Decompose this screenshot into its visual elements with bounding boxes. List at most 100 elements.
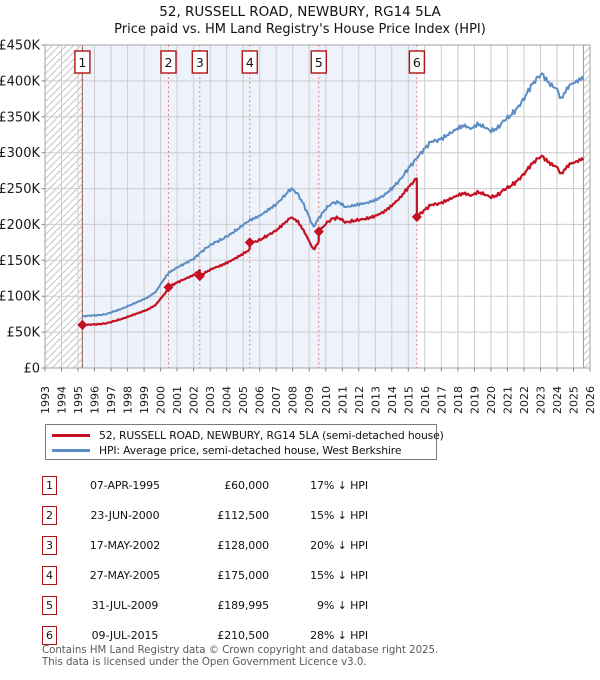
transaction-date: 31-JUL-2009 [91, 598, 159, 612]
page-subtitle: Price paid vs. HM Land Registry's House … [114, 22, 486, 37]
svg-text:2017: 2017 [435, 386, 448, 414]
page-title: 52, RUSSELL ROAD, NEWBURY, RG14 5LA [159, 4, 441, 20]
svg-text:2007: 2007 [270, 386, 283, 414]
svg-text:£200K: £200K [0, 218, 40, 233]
transaction-number-badge: 6 [42, 625, 57, 645]
transaction-price: £189,995 [217, 598, 269, 612]
svg-text:2006: 2006 [254, 386, 267, 414]
license-line-1: Contains HM Land Registry data © Crown c… [42, 645, 439, 656]
svg-text:£50K: £50K [7, 326, 41, 341]
svg-text:5: 5 [315, 55, 323, 70]
transaction-date: 27-MAY-2005 [89, 568, 161, 582]
svg-text:3: 3 [196, 55, 204, 70]
svg-text:2016: 2016 [419, 386, 432, 414]
table-row: 1 07-APR-1995 £60,000 17% ↓ HPI [42, 476, 582, 497]
transaction-number-badge: 5 [42, 595, 57, 615]
svg-text:2020: 2020 [485, 386, 498, 414]
svg-text:1997: 1997 [105, 386, 118, 414]
transaction-price: £60,000 [224, 479, 269, 492]
legend-line-swatch [52, 434, 90, 437]
transaction-price: £175,000 [217, 568, 269, 582]
license-footer: Contains HM Land Registry data © Crown c… [42, 645, 438, 668]
table-row: 2 23-JUN-2000 £112,500 15% ↓ HPI [42, 505, 582, 527]
transaction-date: 07-APR-1995 [90, 479, 160, 492]
transaction-hpi-diff: 15% ↓ HPI [310, 568, 368, 582]
transaction-hpi-diff: 9% ↓ HPI [316, 598, 368, 612]
transaction-number-badge: 3 [42, 535, 57, 555]
hpi-line [82, 72, 585, 318]
transaction-hpi-diff: 17% ↓ HPI [310, 479, 368, 492]
chart-legend: 52, RUSSELL ROAD, NEWBURY, RG14 5LA (sem… [45, 424, 444, 460]
svg-text:£350K: £350K [0, 110, 40, 125]
transaction-hpi-diff: 15% ↓ HPI [310, 508, 368, 522]
hatch-left [45, 45, 83, 368]
transaction-hpi-diff: 20% ↓ HPI [310, 538, 368, 552]
svg-text:2025: 2025 [568, 386, 581, 414]
transaction-flag-6: 6 [408, 50, 426, 74]
legend-label: 52, RUSSELL ROAD, NEWBURY, RG14 5LA (sem… [99, 429, 444, 442]
transaction-flag-3: 3 [191, 50, 209, 74]
transaction-hpi-diff: 28% ↓ HPI [310, 628, 368, 642]
y-axis-labels: £0 £50K £100K £150K £200K £250K £300K £350K £400… [0, 39, 45, 377]
svg-text:2000: 2000 [155, 386, 168, 414]
transaction-number-badge: 2 [42, 505, 57, 525]
svg-text:2009: 2009 [303, 386, 316, 414]
svg-text:1: 1 [78, 55, 86, 70]
svg-text:1996: 1996 [89, 386, 102, 414]
svg-text:2003: 2003 [204, 386, 217, 414]
svg-text:2008: 2008 [287, 386, 300, 414]
legend-entry: HPI: Average price, semi-detached house,… [52, 443, 436, 458]
price-history-chart: 1 2 3 4 5 6 £0 £50K £100K £150K £200K £250K £300K £35… [0, 39, 597, 415]
svg-text:£400K: £400K [0, 74, 40, 89]
svg-text:2024: 2024 [551, 386, 564, 414]
hatch-right [583, 45, 590, 368]
svg-text:£250K: £250K [0, 182, 40, 197]
svg-text:4: 4 [246, 55, 254, 70]
transaction-price: £112,500 [217, 508, 269, 522]
transaction-date: 09-JUL-2015 [91, 628, 159, 642]
svg-text:2002: 2002 [188, 386, 201, 414]
svg-text:2022: 2022 [518, 386, 531, 414]
svg-text:2021: 2021 [501, 386, 514, 414]
table-row: 6 09-JUL-2015 £210,500 28% ↓ HPI [42, 625, 582, 647]
svg-text:1993: 1993 [39, 386, 52, 414]
svg-text:2005: 2005 [237, 386, 250, 414]
svg-text:£450K: £450K [0, 39, 40, 54]
transaction-markers [77, 211, 422, 331]
transaction-flag-4: 4 [241, 50, 259, 74]
svg-text:2010: 2010 [320, 386, 333, 414]
plot-grid [44, 45, 591, 368]
svg-text:1999: 1999 [138, 386, 151, 414]
table-row: 4 27-MAY-2005 £175,000 15% ↓ HPI [42, 565, 582, 587]
legend-entry: 52, RUSSELL ROAD, NEWBURY, RG14 5LA (sem… [52, 428, 444, 443]
transaction-date: 23-JUN-2000 [90, 508, 160, 522]
svg-text:2012: 2012 [353, 386, 366, 414]
svg-text:£300K: £300K [0, 146, 40, 161]
svg-text:£0: £0 [23, 362, 40, 377]
svg-text:2014: 2014 [386, 386, 399, 414]
svg-text:2023: 2023 [535, 386, 548, 414]
svg-text:2011: 2011 [336, 386, 349, 414]
transaction-price: £128,000 [217, 538, 269, 552]
license-line-2: This data is licensed under the Open Gov… [42, 656, 367, 668]
legend-line-swatch [52, 449, 90, 452]
transaction-flag-5: 5 [310, 50, 327, 74]
svg-text:£100K: £100K [0, 290, 40, 305]
x-axis-labels: 1993 1994 1995 1996 1997 1998 1999 2000 2001 2002… [39, 368, 597, 414]
svg-text:£150K: £150K [0, 254, 40, 269]
svg-text:2026: 2026 [584, 386, 597, 414]
transaction-flag-1: 1 [74, 50, 91, 74]
svg-text:2004: 2004 [221, 386, 234, 414]
svg-text:1998: 1998 [122, 386, 135, 414]
svg-text:6: 6 [413, 55, 421, 70]
table-row: 5 31-JUL-2009 £189,995 9% ↓ HPI [42, 595, 582, 617]
svg-text:1995: 1995 [72, 386, 85, 414]
table-row: 3 17-MAY-2002 £128,000 20% ↓ HPI [42, 535, 582, 557]
svg-text:2019: 2019 [468, 386, 481, 414]
transaction-number-badge: 4 [42, 565, 57, 585]
plot-border [44, 44, 591, 369]
svg-text:2: 2 [165, 55, 173, 70]
transaction-price: £210,500 [217, 628, 269, 642]
svg-text:2015: 2015 [402, 386, 415, 414]
